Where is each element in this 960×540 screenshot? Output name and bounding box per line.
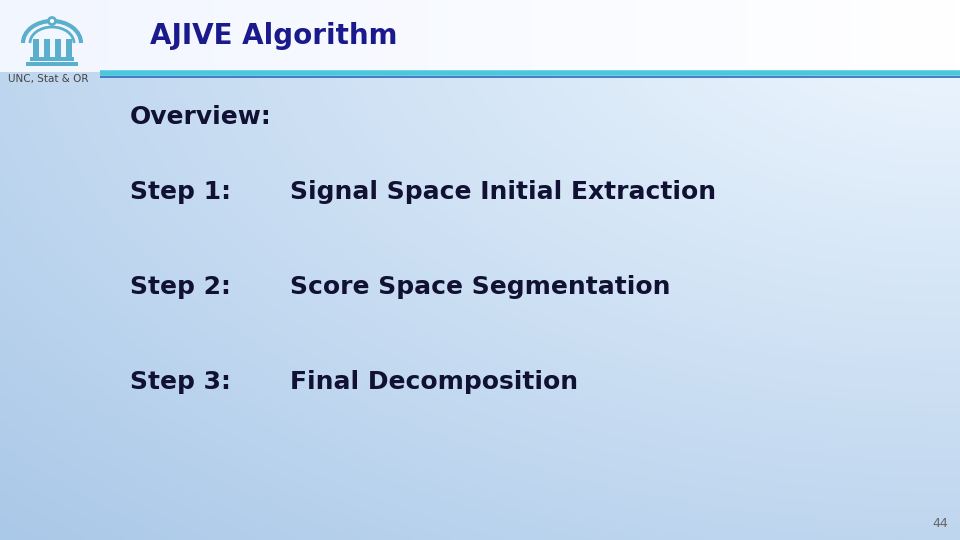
Bar xyxy=(66,39,72,59)
Circle shape xyxy=(49,17,56,24)
Text: UNC, Stat & OR: UNC, Stat & OR xyxy=(8,74,88,84)
Text: Signal Space Initial Extraction: Signal Space Initial Extraction xyxy=(290,180,716,204)
Bar xyxy=(55,39,61,59)
Text: Overview:: Overview: xyxy=(130,105,272,129)
Bar xyxy=(26,62,78,66)
Bar xyxy=(33,39,39,59)
Text: Final Decomposition: Final Decomposition xyxy=(290,370,578,394)
Bar xyxy=(44,39,50,59)
Bar xyxy=(30,57,74,61)
Text: Score Space Segmentation: Score Space Segmentation xyxy=(290,275,670,299)
Text: Step 1:: Step 1: xyxy=(130,180,231,204)
Text: 44: 44 xyxy=(932,517,948,530)
Text: AJIVE Algorithm: AJIVE Algorithm xyxy=(150,22,397,50)
Text: Step 3:: Step 3: xyxy=(130,370,230,394)
Text: Step 2:: Step 2: xyxy=(130,275,230,299)
